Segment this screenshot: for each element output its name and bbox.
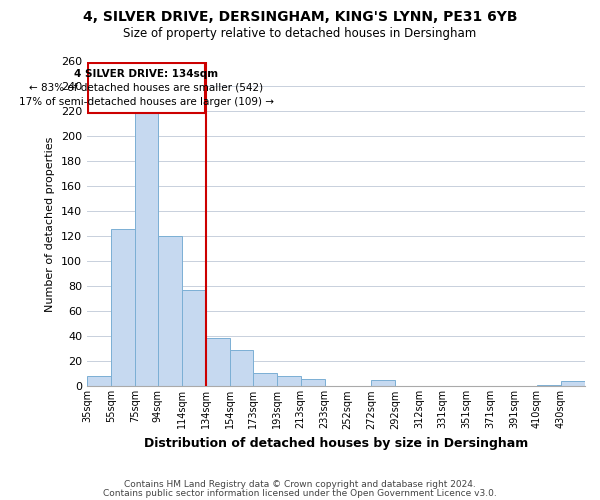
Bar: [253, 372, 277, 386]
Text: 17% of semi-detached houses are larger (109) →: 17% of semi-detached houses are larger (…: [19, 96, 274, 106]
Bar: [206, 338, 230, 386]
Bar: [158, 236, 182, 386]
Text: Size of property relative to detached houses in Dersingham: Size of property relative to detached ho…: [124, 28, 476, 40]
Bar: [135, 112, 158, 386]
Bar: [301, 379, 325, 386]
Text: 4, SILVER DRIVE, DERSINGHAM, KING'S LYNN, PE31 6YB: 4, SILVER DRIVE, DERSINGHAM, KING'S LYNN…: [83, 10, 517, 24]
Bar: [230, 350, 253, 387]
Text: Contains public sector information licensed under the Open Government Licence v3: Contains public sector information licen…: [103, 488, 497, 498]
Bar: [371, 380, 395, 386]
Y-axis label: Number of detached properties: Number of detached properties: [46, 136, 55, 312]
Bar: [537, 385, 561, 386]
Bar: [182, 290, 206, 386]
Bar: [111, 229, 135, 386]
Bar: [88, 62, 205, 112]
Bar: [561, 382, 585, 386]
Bar: [277, 376, 301, 386]
Text: ← 83% of detached houses are smaller (542): ← 83% of detached houses are smaller (54…: [29, 82, 263, 92]
Text: 4 SILVER DRIVE: 134sqm: 4 SILVER DRIVE: 134sqm: [74, 68, 218, 78]
Bar: [87, 376, 111, 386]
Text: Contains HM Land Registry data © Crown copyright and database right 2024.: Contains HM Land Registry data © Crown c…: [124, 480, 476, 489]
X-axis label: Distribution of detached houses by size in Dersingham: Distribution of detached houses by size …: [144, 437, 528, 450]
